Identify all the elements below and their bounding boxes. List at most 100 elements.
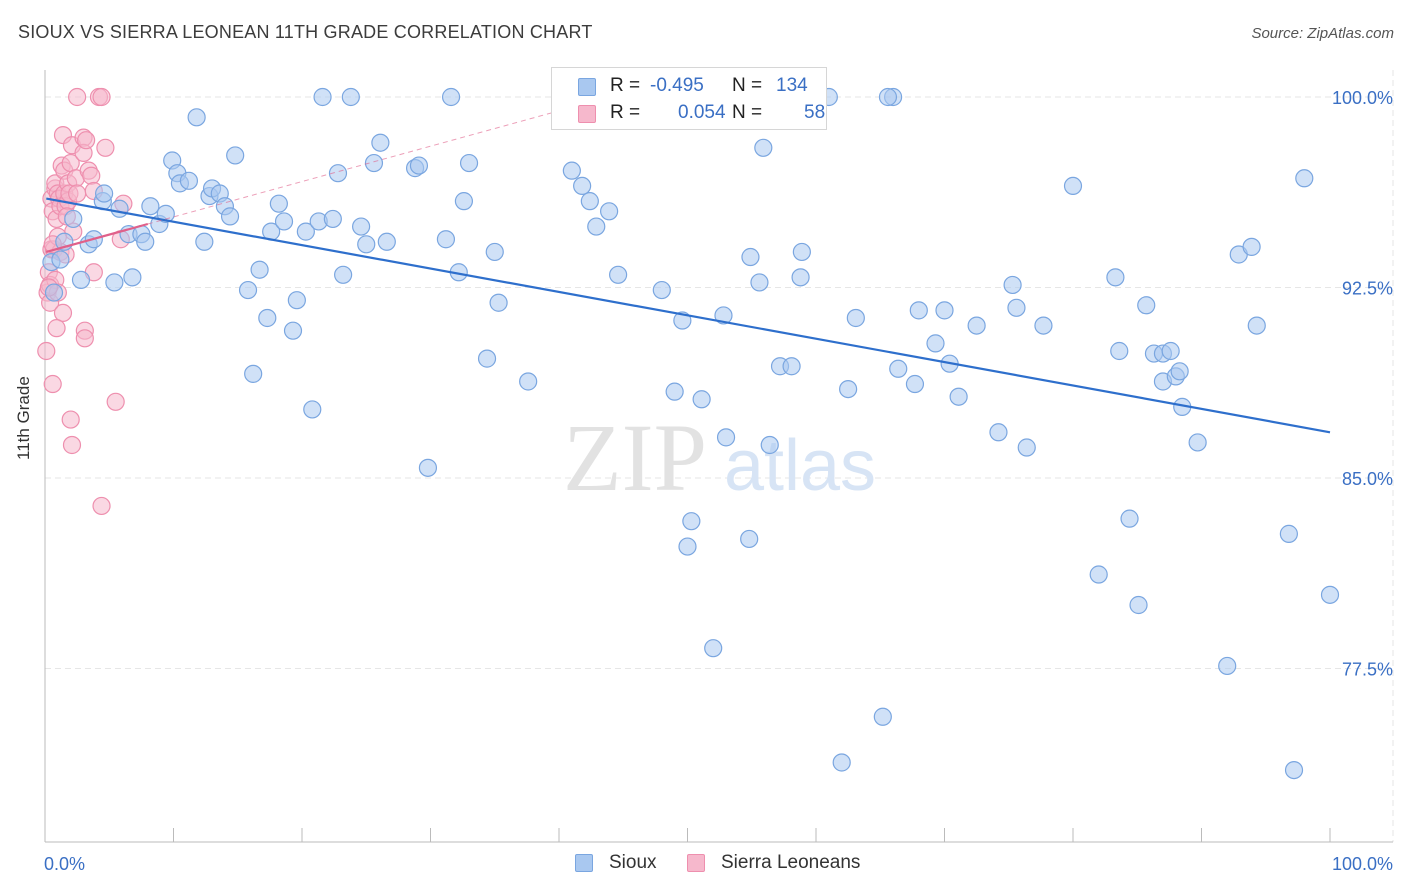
sierra-leonean-point [77, 131, 96, 150]
sioux-point [562, 161, 581, 180]
sioux-point [409, 156, 429, 175]
axis-layer [44, 70, 1393, 843]
sioux-point [665, 382, 684, 401]
watermark-atlas: atlas [724, 426, 876, 506]
sioux-point [250, 260, 269, 279]
sioux-point [1106, 268, 1125, 287]
sioux-point [44, 283, 64, 302]
sioux-point [1279, 524, 1298, 543]
y-tick-label: 85.0% [1342, 469, 1393, 489]
sioux-point [1110, 341, 1129, 361]
series-label-sierra-leoneans: Sierra Leoneans [721, 852, 861, 873]
sioux-point [1007, 298, 1026, 317]
sioux-point [238, 280, 258, 300]
sioux-point [287, 291, 306, 310]
legend-swatch-sierra-leoneans [578, 105, 596, 123]
sioux-point [123, 268, 142, 287]
legend-r-label: R = [610, 102, 641, 123]
sioux-point [754, 138, 773, 157]
sioux-point [1161, 341, 1180, 361]
sioux-trend-line [46, 197, 1331, 434]
sioux-point [226, 146, 245, 165]
sioux-point [782, 357, 801, 376]
sioux-point [873, 707, 892, 726]
sioux-point [156, 204, 175, 223]
legend-r-label: R = [610, 75, 641, 96]
sioux-point [692, 390, 711, 409]
sioux-point [274, 212, 294, 231]
sioux-point [352, 217, 371, 236]
sioux-point [371, 133, 390, 152]
sioux-point [678, 537, 697, 556]
sierra-leonean-trend-extension [147, 99, 598, 225]
sierra-leonean-point [75, 329, 94, 348]
sierra-leonean-point [37, 341, 56, 361]
sioux-point [704, 639, 723, 658]
y-tick-label: 100.0% [1332, 88, 1393, 108]
sioux-point [187, 108, 206, 127]
x-tick-label: 0.0% [44, 854, 85, 874]
legend-n-label: N = [732, 75, 763, 96]
sioux-point [909, 301, 928, 320]
sioux-point [600, 202, 619, 221]
legend-n-label: N = [732, 102, 763, 123]
sioux-point [220, 207, 240, 226]
sioux-point [740, 529, 759, 549]
sioux-point [846, 308, 865, 328]
sioux-point [95, 184, 114, 203]
sioux-point [1063, 176, 1083, 195]
grid-layer [45, 70, 1394, 842]
label-layer: 100.0% 92.5% 85.0% 77.5% 0.0% 100.0% [44, 88, 1393, 874]
sioux-point [573, 176, 592, 195]
sioux-point [878, 87, 898, 107]
sioux-point [1320, 585, 1340, 604]
sioux-point [1137, 296, 1156, 315]
sierra-leonean-point [96, 138, 115, 157]
x-tick-label: 100.0% [1332, 854, 1393, 874]
y-tick-label: 92.5% [1342, 279, 1393, 299]
sierra-leonean-point [68, 184, 87, 203]
sioux-point [1017, 438, 1036, 457]
sioux-point [1218, 656, 1237, 676]
sioux-point [1129, 595, 1148, 615]
sioux-point [323, 209, 342, 229]
sioux-point [436, 230, 456, 249]
sioux-point [489, 293, 508, 312]
sioux-point [136, 232, 155, 251]
sioux-point [1295, 169, 1314, 188]
sioux-point [989, 423, 1008, 442]
sioux-point [760, 435, 779, 455]
sierra-leonean-point [43, 374, 62, 394]
sierra-leonean-point [92, 87, 111, 107]
sioux-point [1247, 316, 1266, 335]
sioux-point [714, 306, 733, 325]
legend-n-value: 58 [804, 102, 826, 123]
sioux-point [328, 164, 348, 183]
sioux-point [244, 364, 263, 383]
sierra-leonean-point [61, 410, 80, 429]
sioux-point [519, 372, 538, 391]
sierra-leonean-point [92, 496, 111, 516]
sioux-point [313, 87, 332, 107]
sioux-point [418, 458, 438, 477]
sioux-point [258, 308, 277, 328]
sioux-point [580, 192, 599, 211]
sioux-point [1170, 362, 1189, 381]
sioux-point [1089, 565, 1108, 584]
sioux-point [179, 171, 199, 190]
sioux-point [1188, 433, 1207, 452]
sioux-point [141, 197, 160, 216]
sioux-point [905, 374, 925, 394]
sioux-point [587, 217, 606, 236]
legend-n-value: 134 [776, 75, 808, 96]
sioux-point [652, 280, 671, 300]
sierra-leonean-trend-line [45, 222, 149, 254]
sioux-point [64, 209, 83, 229]
sioux-point [441, 87, 461, 107]
sioux-point [682, 512, 701, 531]
sioux-point [967, 316, 986, 335]
sioux-point [792, 242, 811, 262]
sioux-point [935, 301, 954, 320]
sierra-leonean-point [53, 303, 73, 322]
